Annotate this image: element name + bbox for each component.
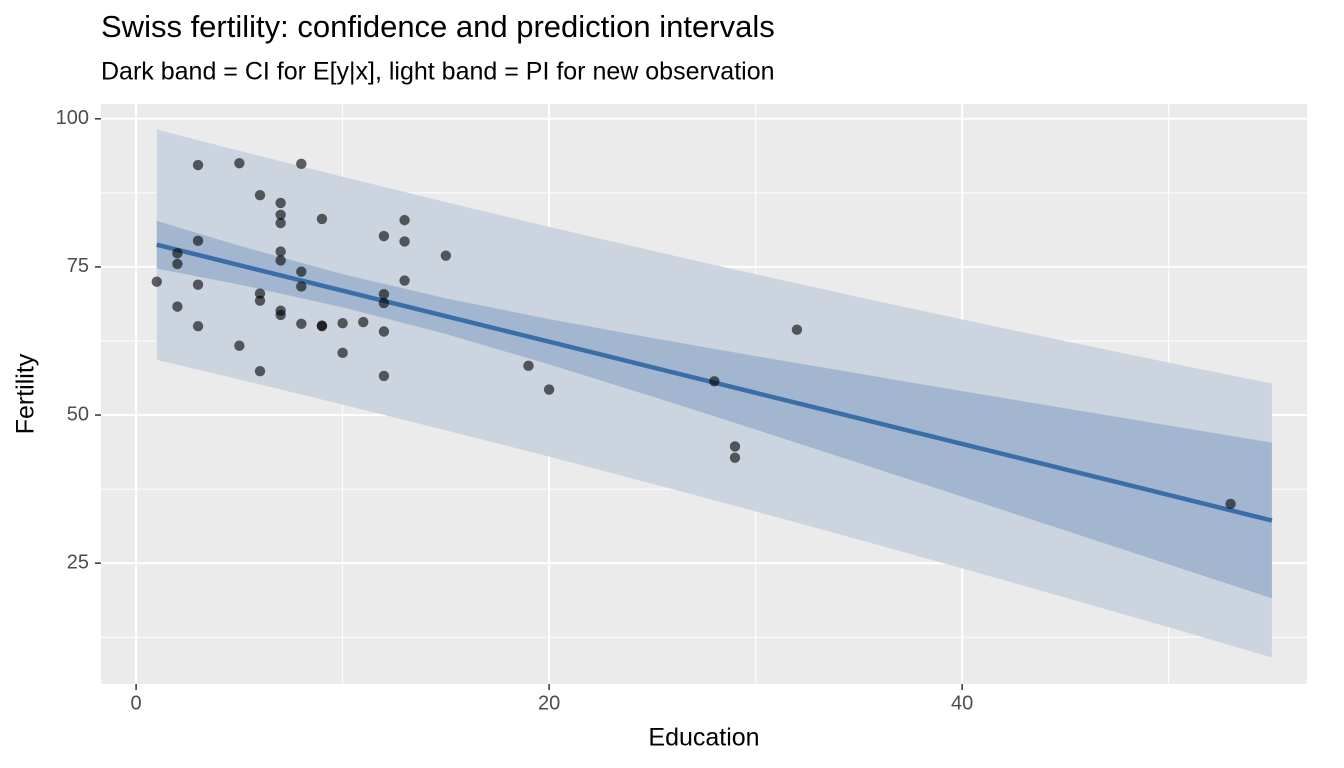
y-tick-label: 50 bbox=[67, 403, 89, 425]
data-point bbox=[523, 360, 534, 372]
x-tick-label: 20 bbox=[538, 692, 560, 714]
x-axis-label: Education bbox=[648, 724, 759, 752]
y-tick-label: 100 bbox=[56, 107, 89, 129]
data-point bbox=[172, 301, 183, 312]
data-point bbox=[399, 236, 410, 247]
data-point bbox=[254, 288, 266, 299]
data-point bbox=[358, 316, 369, 328]
y-tick-label: 25 bbox=[67, 551, 89, 573]
data-point bbox=[378, 326, 390, 337]
data-point bbox=[192, 320, 204, 332]
data-point bbox=[254, 190, 266, 201]
data-point bbox=[192, 235, 204, 247]
data-point bbox=[254, 295, 266, 306]
data-point bbox=[316, 320, 328, 332]
y-axis-label: Fertility bbox=[12, 353, 40, 434]
data-point bbox=[337, 318, 348, 329]
data-point bbox=[296, 281, 307, 292]
data-point bbox=[296, 158, 307, 170]
data-point bbox=[378, 370, 390, 382]
data-point bbox=[275, 209, 286, 220]
data-point bbox=[729, 452, 741, 463]
data-point bbox=[296, 266, 307, 277]
data-point bbox=[275, 197, 286, 209]
data-point bbox=[378, 288, 390, 300]
fit-line bbox=[156, 242, 1273, 523]
x-tick-label: 0 bbox=[131, 692, 142, 714]
data-point bbox=[1225, 498, 1236, 510]
data-point bbox=[440, 250, 452, 261]
data-point bbox=[709, 376, 720, 387]
data-point bbox=[399, 214, 410, 226]
data-point bbox=[151, 276, 162, 287]
data-point bbox=[192, 159, 204, 171]
data-point bbox=[172, 258, 183, 270]
data-point bbox=[275, 305, 286, 316]
data-point bbox=[543, 384, 555, 395]
data-point bbox=[275, 255, 286, 266]
data-point bbox=[296, 318, 307, 329]
data-point bbox=[172, 248, 183, 259]
data-point bbox=[399, 275, 410, 286]
chart-title: Swiss fertility: confidence and predicti… bbox=[101, 9, 775, 44]
data-point bbox=[378, 230, 390, 242]
data-point bbox=[729, 441, 741, 452]
y-tick-label: 75 bbox=[67, 255, 89, 277]
data-point bbox=[234, 158, 245, 169]
layers bbox=[151, 129, 1273, 658]
data-point bbox=[791, 324, 803, 335]
data-point bbox=[192, 279, 204, 290]
data-point bbox=[378, 297, 390, 309]
data-point bbox=[234, 340, 245, 351]
data-point bbox=[254, 365, 266, 377]
data-point bbox=[275, 246, 286, 257]
chart-subtitle: Dark band = CI for E[y|x], light band = … bbox=[101, 58, 775, 86]
data-point bbox=[337, 347, 348, 359]
x-tick-label: 40 bbox=[951, 692, 973, 714]
data-point bbox=[316, 213, 328, 225]
data-point bbox=[275, 217, 286, 229]
